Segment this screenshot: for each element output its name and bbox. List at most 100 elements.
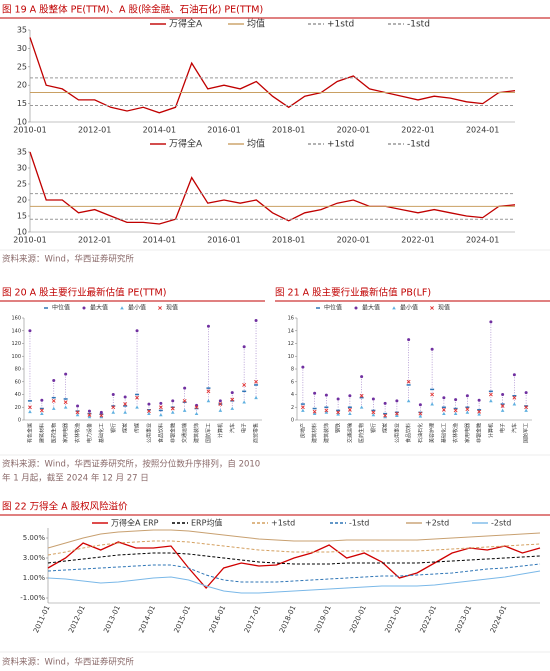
dot-marker xyxy=(28,405,32,410)
legend-marker xyxy=(430,306,434,310)
dot-marker xyxy=(512,373,516,377)
dot-marker xyxy=(242,400,246,404)
x-tick-label: 2014-01 xyxy=(143,236,176,245)
dot-marker xyxy=(348,411,352,416)
y-tick-label: 1.00% xyxy=(23,574,46,582)
x-tick-label: 传媒 xyxy=(134,423,141,433)
dot-marker xyxy=(206,324,210,328)
dot-marker xyxy=(182,408,187,412)
dot-marker xyxy=(336,412,340,416)
x-tick-label: 2022-01 xyxy=(401,126,434,135)
x-tick-label: 汽车 xyxy=(229,423,236,433)
x-tick-label: 食品饮料 xyxy=(405,423,412,443)
dot-marker xyxy=(501,393,505,396)
dot-marker xyxy=(194,405,199,410)
x-tick-label: 公用事业 xyxy=(393,423,400,443)
x-tick-label: 医药生物 xyxy=(358,423,365,443)
legend-label: 均值 xyxy=(247,138,265,150)
figure-title: 图 22 万得全 A 股权风险溢价 xyxy=(2,501,128,513)
legend-marker xyxy=(158,306,162,310)
x-tick-label: 建筑装饰 xyxy=(193,423,200,443)
dot-marker xyxy=(465,410,470,414)
y-tick-label: 14 xyxy=(288,328,294,334)
dot-marker xyxy=(242,345,246,349)
legend-label: 最大值 xyxy=(362,304,380,312)
dot-marker xyxy=(371,397,375,401)
y-tick-label: 8 xyxy=(291,367,294,373)
dot-marker xyxy=(395,413,399,417)
legend-label: +1std xyxy=(327,20,354,30)
dot-marker xyxy=(194,411,199,416)
dot-marker xyxy=(63,405,68,409)
y-tick-label: 25 xyxy=(17,180,27,189)
dot-marker xyxy=(51,406,56,410)
dot-marker xyxy=(383,413,388,418)
dot-marker xyxy=(230,397,235,402)
y-tick-label: 25 xyxy=(17,62,27,71)
dot-marker xyxy=(135,405,139,409)
series-line xyxy=(47,540,541,556)
x-tick-label: 房地产 xyxy=(299,423,306,438)
dot-marker xyxy=(488,392,493,397)
dot-marker xyxy=(99,413,104,418)
x-tick-label: 农林牧渔 xyxy=(74,423,81,443)
y-tick-label: 10 xyxy=(288,354,294,360)
legend-label: -2std xyxy=(491,519,511,528)
dot-marker xyxy=(512,395,517,400)
dot-marker xyxy=(312,409,317,414)
dot-marker xyxy=(170,410,175,414)
figure-title: 图 21 A 股主要行业最新估值 PB(LF) xyxy=(275,287,431,299)
dot-marker xyxy=(182,398,187,403)
dot-marker xyxy=(123,395,127,399)
dot-marker xyxy=(312,411,317,416)
y-tick-label: 0 xyxy=(18,418,21,424)
y-tick-label: 40 xyxy=(15,392,21,398)
y-tick-label: 6 xyxy=(291,379,294,385)
x-tick-label: 2022-01 xyxy=(401,236,434,245)
dot-marker xyxy=(123,402,128,406)
source-note: 资料来源：Wind，华西证券研究所 xyxy=(2,657,134,668)
x-tick-label: 商贸零售 xyxy=(253,423,260,443)
dot-marker xyxy=(135,395,139,400)
dot-marker xyxy=(336,410,341,415)
x-tick-label: 2014-01 xyxy=(143,126,176,135)
y-tick-label: 30 xyxy=(17,164,27,173)
dot-marker xyxy=(218,408,223,412)
y-tick-label: 120 xyxy=(11,341,21,347)
dot-marker xyxy=(407,338,411,342)
dot-marker xyxy=(430,402,434,406)
dot-marker xyxy=(28,329,32,333)
y-tick-label: 10 xyxy=(17,118,27,127)
legend-marker xyxy=(82,306,86,310)
dot-marker xyxy=(348,394,352,398)
dot-marker xyxy=(441,407,446,412)
dot-marker xyxy=(394,411,399,416)
dot-marker xyxy=(254,395,258,400)
dot-marker xyxy=(51,398,56,403)
legend-label: 最小值 xyxy=(128,304,146,312)
x-tick-label: 基础化工 xyxy=(98,423,105,443)
x-tick-label: 国防军工 xyxy=(205,423,212,443)
dot-marker xyxy=(206,389,211,394)
legend-label: 现值 xyxy=(166,304,178,312)
x-tick-label: 2024-01 xyxy=(466,236,499,245)
series-line xyxy=(47,529,541,549)
y-tick-label: 140 xyxy=(11,328,21,334)
dot-marker xyxy=(383,401,387,405)
dot-marker xyxy=(75,413,80,417)
x-tick-label: 家用电器 xyxy=(62,423,69,443)
legend-label: +1std xyxy=(271,519,295,528)
legend-label: 万得全A ERP xyxy=(111,518,159,528)
legend-marker xyxy=(392,306,396,310)
legend-label: +1std xyxy=(327,140,354,150)
series-line xyxy=(29,151,516,225)
dot-marker xyxy=(453,411,458,416)
dot-marker xyxy=(230,406,235,410)
series-line xyxy=(47,541,541,589)
dot-marker xyxy=(75,410,80,415)
x-tick-label: 2012-01 xyxy=(78,126,111,135)
y-tick-label: 10 xyxy=(17,228,27,237)
x-tick-label: 2016-01 xyxy=(207,126,240,135)
x-tick-label: 银行 xyxy=(370,423,377,433)
series-line xyxy=(29,37,516,114)
